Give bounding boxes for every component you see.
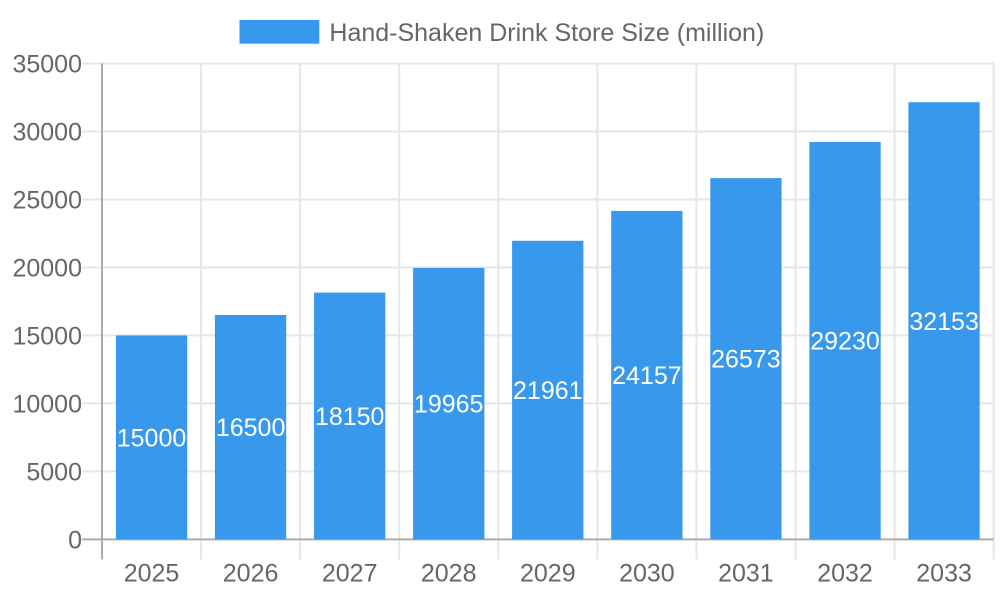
svg-text:19965: 19965 (414, 391, 484, 419)
svg-text:16500: 16500 (216, 414, 286, 442)
svg-text:20000: 20000 (12, 255, 82, 283)
svg-text:15000: 15000 (117, 424, 187, 452)
svg-text:Hand-Shaken Drink Store Size (: Hand-Shaken Drink Store Size (million) (329, 19, 764, 47)
svg-text:25000: 25000 (12, 187, 82, 215)
svg-text:2030: 2030 (619, 560, 675, 588)
svg-text:0: 0 (68, 526, 82, 554)
svg-text:2029: 2029 (520, 560, 576, 588)
svg-text:32153: 32153 (909, 308, 979, 336)
svg-text:2025: 2025 (124, 560, 180, 588)
svg-text:5000: 5000 (26, 458, 82, 486)
svg-text:18150: 18150 (315, 403, 385, 431)
svg-text:21961: 21961 (513, 377, 583, 405)
svg-text:35000: 35000 (12, 51, 82, 79)
svg-text:2028: 2028 (421, 560, 477, 588)
svg-text:2026: 2026 (223, 560, 279, 588)
svg-text:2031: 2031 (718, 560, 774, 588)
svg-text:2033: 2033 (916, 560, 972, 588)
svg-text:15000: 15000 (12, 322, 82, 350)
svg-text:2032: 2032 (817, 560, 873, 588)
svg-text:24157: 24157 (612, 362, 682, 390)
svg-text:26573: 26573 (711, 346, 781, 374)
svg-text:2027: 2027 (322, 560, 378, 588)
svg-text:10000: 10000 (12, 390, 82, 418)
svg-text:29230: 29230 (810, 328, 880, 356)
svg-text:30000: 30000 (12, 119, 82, 147)
